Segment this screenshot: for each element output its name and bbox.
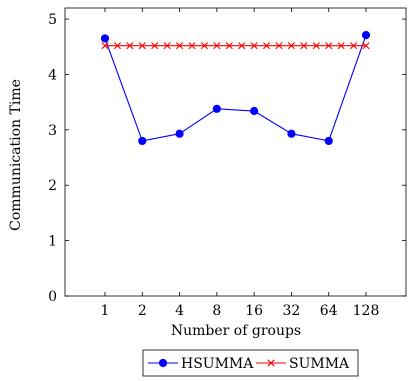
data-point-summa [262,42,271,50]
data-point-summa [275,42,283,50]
data-point-summa [151,42,159,50]
data-point-summa [213,42,221,50]
data-point-summa [300,42,308,50]
data-point-summa [188,42,196,50]
data-point-summa [175,42,184,50]
legend-marker-summa [267,359,275,367]
data-point-hsumma [138,136,147,146]
data-point-summa [312,42,320,50]
data-point-summa [200,42,209,50]
data-point-summa [113,42,122,50]
y-tick-label: 1 [48,234,57,250]
series-line-hsumma [104,34,367,142]
data-point-hsumma [287,129,296,138]
data-point-hsumma [212,104,221,113]
data-point-summa [138,42,146,50]
x-tick-label: 32 [283,303,301,319]
legend: HSUMMA SUMMA [142,349,359,377]
legend-marker-hsumma [158,358,168,368]
legend-label-hsumma: HSUMMA [181,356,254,372]
x-tick-label: 8 [212,303,221,319]
data-point-summa [325,42,333,50]
y-axis-label: Communication Time [8,79,24,231]
data-point-summa [337,42,345,50]
x-tick-label: 1 [101,303,110,319]
data-point-summa [349,42,358,50]
data-point-summa [250,42,258,50]
x-axis-label: Number of groups [171,323,301,339]
data-point-summa [287,42,296,50]
y-tick-label: 0 [48,289,57,305]
x-tick-label: 4 [175,303,184,319]
plot-frame [64,7,407,297]
data-point-hsumma [324,136,333,146]
y-tick-label: 2 [48,178,57,194]
data-point-summa [101,42,109,50]
data-point-summa [225,42,233,50]
data-point-summa [163,42,171,50]
data-point-hsumma [175,129,184,138]
data-point-summa [362,42,370,50]
data-point-summa [238,42,246,50]
x-tick-label: 16 [245,303,263,319]
data-point-hsumma [361,31,371,40]
x-tick-label: 64 [320,303,338,319]
x-tick-label: 128 [353,303,380,319]
data-point-hsumma [100,34,110,43]
legend-box [142,349,359,377]
y-tick-label: 3 [48,123,57,139]
legend-label-summa: SUMMA [289,356,350,372]
data-point-hsumma [250,106,259,116]
data-point-summa [126,42,134,50]
y-tick-label: 5 [48,12,57,28]
x-tick-label: 2 [138,303,147,319]
y-tick-label: 4 [48,67,57,83]
